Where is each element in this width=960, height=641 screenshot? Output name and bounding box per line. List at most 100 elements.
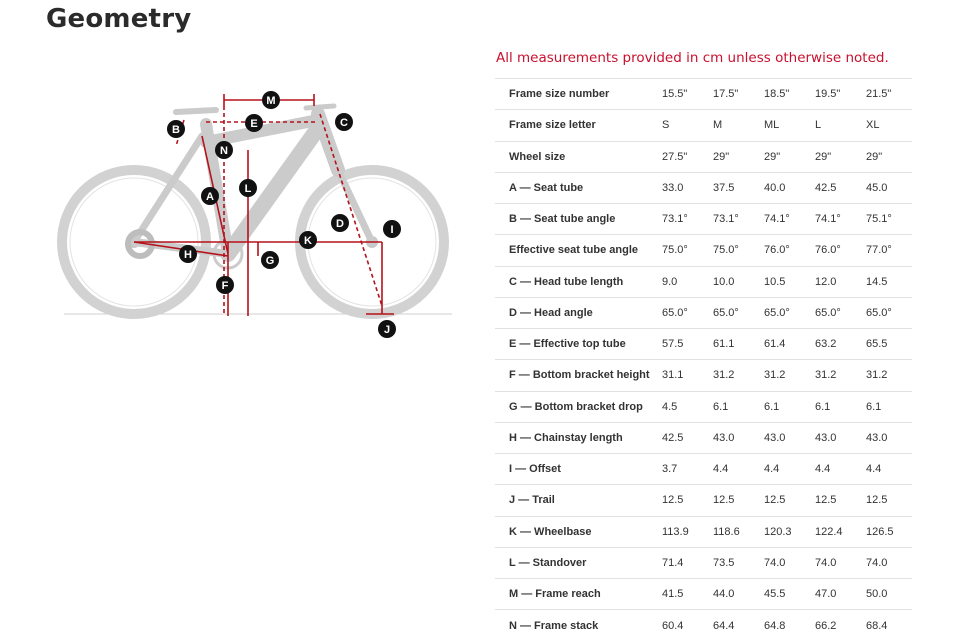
- marker-j: J: [378, 320, 396, 338]
- row-label: A — Seat tube: [495, 171, 657, 204]
- table-cell: 44.0: [708, 577, 759, 610]
- marker-h: H: [179, 245, 197, 263]
- marker-c: C: [335, 113, 353, 131]
- row-label: L — Standover: [495, 546, 657, 579]
- table-cell: 64.4: [708, 609, 759, 641]
- table-cell: 41.5: [657, 577, 708, 610]
- table-cell: 37.5: [708, 171, 759, 204]
- geometry-table: Frame size number 15.5" 17.5" 18.5" 19.5" 21.…: [495, 77, 912, 641]
- table-cell: 50.0: [861, 577, 912, 610]
- table-cell: 31.2: [810, 359, 861, 391]
- table-cell: 65.5: [861, 327, 912, 360]
- table-row: N — Frame stack 60.4 64.4 64.8 66.2 68.4: [495, 609, 912, 641]
- table-cell: 75.1°: [861, 202, 912, 235]
- table-cell: 74.1°: [759, 202, 810, 235]
- table-cell: 73.1°: [657, 202, 708, 235]
- svg-text:J: J: [384, 324, 390, 336]
- table-cell: 6.1: [861, 390, 912, 423]
- table-row: Effective seat tube angle 75.0° 75.0° 76.0°…: [495, 234, 912, 266]
- row-label: N — Frame stack: [495, 609, 657, 641]
- table-cell: 6.1: [810, 390, 861, 423]
- table-cell: 63.2: [810, 327, 861, 360]
- table-cell: ML: [759, 109, 810, 141]
- table-row: Frame size number 15.5" 17.5" 18.5" 19.5" 21.…: [495, 77, 912, 110]
- table-cell: 43.0: [861, 421, 912, 454]
- table-cell: 4.5: [657, 390, 708, 423]
- table-cell: 118.6: [708, 515, 759, 548]
- svg-text:B: B: [172, 124, 180, 136]
- row-label: Frame size letter: [495, 109, 657, 141]
- table-cell: 65.0°: [657, 296, 708, 329]
- table-cell: 10.0: [708, 265, 759, 298]
- marker-a: A: [201, 187, 219, 205]
- table-cell: 73.5: [708, 546, 759, 579]
- bike-geometry-diagram: M E C B N L A D I K H G F J: [57, 91, 452, 338]
- table-cell: 60.4: [657, 609, 708, 641]
- table-cell: 65.0°: [759, 296, 810, 329]
- table-cell: 31.1: [657, 359, 708, 391]
- table-cell: 43.0: [708, 421, 759, 454]
- table-cell: 45.5: [759, 577, 810, 610]
- table-cell: 21.5": [861, 77, 912, 110]
- page-title: Geometry: [46, 4, 192, 34]
- table-cell: 4.4: [810, 452, 861, 485]
- table-cell: 12.5: [657, 484, 708, 516]
- table-cell: 45.0: [861, 171, 912, 204]
- svg-text:M: M: [266, 95, 275, 107]
- svg-text:N: N: [220, 145, 228, 157]
- table-row: Frame size letter S M ML L XL: [495, 109, 912, 141]
- row-label: I — Offset: [495, 452, 657, 485]
- table-row: F — Bottom bracket height 31.1 31.2 31.2 31.…: [495, 359, 912, 391]
- table-cell: 4.4: [708, 452, 759, 485]
- bike-frame-icon: [125, 103, 376, 270]
- table-cell: 42.5: [810, 171, 861, 204]
- table-cell: 65.0°: [708, 296, 759, 329]
- table-cell: 65.0°: [861, 296, 912, 329]
- table-cell: 33.0: [657, 171, 708, 204]
- row-label: C — Head tube length: [495, 265, 657, 298]
- table-row: D — Head angle 65.0° 65.0° 65.0° 65.0° 65.0°: [495, 296, 912, 329]
- table-cell: 17.5": [708, 77, 759, 110]
- measurement-units-note: All measurements provided in cm unless o…: [496, 50, 889, 66]
- table-cell: 29": [759, 140, 810, 173]
- table-cell: 29": [861, 140, 912, 173]
- row-label: Frame size number: [495, 77, 657, 110]
- table-cell: L: [810, 109, 861, 141]
- marker-m: M: [262, 91, 280, 109]
- table-cell: M: [708, 109, 759, 141]
- row-label: G — Bottom bracket drop: [495, 390, 657, 423]
- table-cell: 47.0: [810, 577, 861, 610]
- table-cell: 6.1: [759, 390, 810, 423]
- table-row: I — Offset 3.7 4.4 4.4 4.4 4.4: [495, 452, 912, 485]
- marker-k: K: [299, 231, 317, 249]
- row-label: H — Chainstay length: [495, 421, 657, 454]
- table-cell: 74.1°: [810, 202, 861, 235]
- table-cell: 10.5: [759, 265, 810, 298]
- svg-text:F: F: [222, 280, 229, 292]
- svg-text:H: H: [184, 249, 192, 261]
- table-cell: 126.5: [861, 515, 912, 548]
- table-cell: 12.5: [708, 484, 759, 516]
- table-row: L — Standover 71.4 73.5 74.0 74.0 74.0: [495, 546, 912, 579]
- table-cell: 65.0°: [810, 296, 861, 329]
- table-cell: 12.5: [861, 484, 912, 516]
- table-cell: 57.5: [657, 327, 708, 360]
- svg-text:C: C: [340, 117, 348, 129]
- table-cell: 18.5": [759, 77, 810, 110]
- table-cell: XL: [861, 109, 912, 141]
- marker-g: G: [261, 251, 279, 269]
- table-row: C — Head tube length 9.0 10.0 10.5 12.0 14.5: [495, 265, 912, 298]
- table-cell: 74.0: [759, 546, 810, 579]
- table-cell: 75.0°: [708, 234, 759, 266]
- table-cell: 74.0: [861, 546, 912, 579]
- marker-l: L: [239, 179, 257, 197]
- table-cell: 75.0°: [657, 234, 708, 266]
- table-cell: 31.2: [759, 359, 810, 391]
- marker-d: D: [331, 214, 349, 232]
- svg-text:A: A: [206, 191, 214, 203]
- table-row: Wheel size 27.5" 29" 29" 29" 29": [495, 140, 912, 173]
- table-cell: 66.2: [810, 609, 861, 641]
- marker-n: N: [215, 141, 233, 159]
- row-label: E — Effective top tube: [495, 327, 657, 360]
- table-cell: 61.4: [759, 327, 810, 360]
